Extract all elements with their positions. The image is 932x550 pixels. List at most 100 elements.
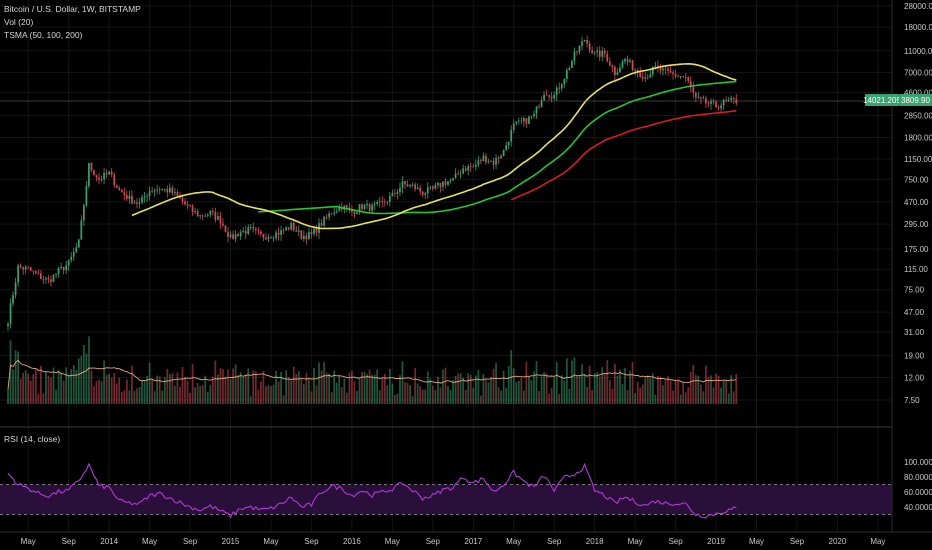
price-tick-label: 1150.00 (904, 155, 932, 164)
vol-indicator-label[interactable]: Vol (20) (4, 17, 33, 27)
sma50-line (131, 62, 737, 230)
time-tick-label: Sep (183, 537, 198, 546)
time-tick-label: May (506, 537, 521, 546)
candle-body (22, 267, 25, 270)
volume-bar (677, 380, 679, 404)
volume-bar (24, 370, 27, 404)
candle-body (201, 215, 204, 217)
time-axis[interactable]: May Sep 2014 May Sep 2015 May Sep 2016 May Sep 2017… (21, 537, 886, 546)
volume-bar (512, 368, 515, 404)
candle-body (295, 230, 298, 232)
volume-bar (345, 392, 348, 404)
candle-body (95, 175, 98, 178)
volume-bar (292, 366, 295, 404)
volume-bar (464, 389, 467, 404)
volume-bar (100, 381, 103, 404)
candle-body (411, 184, 414, 186)
volume-bar (611, 388, 614, 404)
candle-body (391, 193, 394, 197)
candle-body (644, 77, 647, 79)
volume-bar (125, 379, 128, 404)
candle-body (621, 61, 624, 68)
volume-bar (166, 368, 169, 404)
time-tick-label: 2016 (343, 537, 361, 546)
volume-bar (603, 373, 606, 404)
candle-body (464, 168, 467, 171)
candle-body (419, 187, 422, 192)
volume-bar (214, 360, 217, 404)
volume-bar (517, 380, 520, 404)
volume-bar (224, 376, 227, 404)
tsma-indicator-label[interactable]: TSMA (50, 100, 200) (4, 30, 83, 40)
volume-bar (376, 369, 379, 404)
candle-body (565, 70, 568, 79)
candle-body (62, 266, 65, 271)
volume-bar (32, 374, 35, 404)
volume-bar (287, 377, 290, 404)
volume-bar (196, 383, 199, 404)
volume-bar (70, 369, 73, 404)
candle-body (363, 205, 366, 209)
candle-body (401, 181, 404, 188)
candle-body (583, 39, 586, 42)
candle-body (588, 43, 591, 51)
volume-bar (474, 375, 477, 404)
time-tick-label: Sep (426, 537, 441, 546)
volume-bar (545, 373, 548, 404)
volume-bar (568, 388, 571, 404)
volume-bar (191, 364, 194, 404)
volume-bar (560, 375, 563, 404)
candle-body (641, 76, 644, 79)
candle-body (442, 181, 444, 187)
volume-bar (540, 376, 543, 404)
volume-bar (434, 389, 437, 404)
volume-bar (80, 356, 83, 404)
volume-bar (242, 376, 245, 404)
rsi-indicator-label[interactable]: RSI (14, close) (4, 434, 60, 444)
rsi-axis: 100.0000 80.0000 60.0000 40.0000 (904, 458, 932, 512)
volume-bar (672, 390, 674, 404)
volume-bar (257, 389, 260, 404)
candle-body (308, 232, 310, 240)
volume-bar (669, 380, 672, 404)
rsi-band (0, 484, 892, 515)
price-axis[interactable]: 28000.00 18000.00 11000.00 7000.00 4600.00 28… (904, 2, 932, 405)
volume-bar (558, 393, 561, 404)
chart-title[interactable]: Bitcoin / U.S. Dollar, 1W, BITSTAMP (4, 4, 141, 14)
volume-bar (168, 374, 171, 404)
volume-bar (270, 386, 272, 404)
volume-bar (325, 372, 328, 404)
candle-body (596, 50, 599, 53)
volume-bar (523, 390, 525, 404)
volume-bar (335, 382, 338, 404)
volume-bar (596, 372, 599, 404)
candle-body (664, 68, 667, 70)
volume-bar (462, 377, 465, 404)
volume-bar (469, 374, 472, 404)
price-tick-label: 28000.00 (904, 2, 932, 11)
price-tick-label: 31.00 (904, 328, 925, 337)
candle-body (211, 210, 214, 213)
volume-bar (211, 376, 214, 404)
rsi-panel[interactable] (0, 462, 892, 519)
candle-body (131, 195, 133, 204)
volume-bar (548, 393, 551, 404)
candle-body (275, 232, 277, 239)
candle-body (335, 211, 338, 213)
candle-body (727, 99, 730, 101)
volume-bar (431, 385, 434, 404)
price-tick-label: 175.00 (904, 245, 929, 254)
volume-bar (239, 372, 242, 404)
candle-body (517, 120, 520, 122)
volume-bar (133, 390, 136, 404)
volume-bar (295, 374, 298, 404)
candle-body (697, 97, 700, 99)
price-panel[interactable] (0, 35, 892, 404)
volume-bar (720, 387, 722, 404)
volume-bar (333, 370, 336, 404)
volume-bar (40, 365, 42, 404)
time-tick-label: 2020 (829, 537, 847, 546)
volume-bar (619, 369, 621, 404)
candle-body (520, 120, 523, 122)
candle-body (118, 187, 121, 190)
